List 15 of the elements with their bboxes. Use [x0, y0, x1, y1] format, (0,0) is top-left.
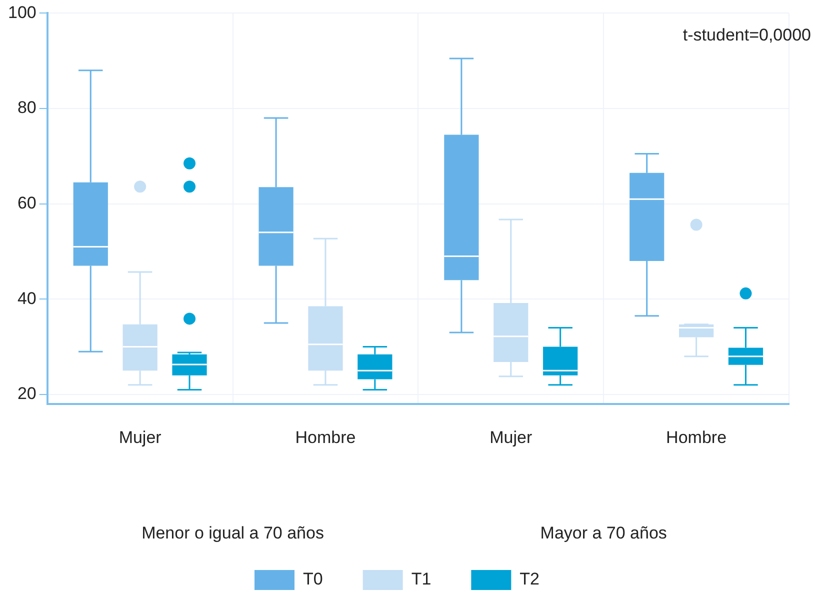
x-tick-label: Mujer: [490, 428, 532, 447]
y-tick-label: 20: [17, 384, 36, 404]
x-tick-label: Hombre: [666, 428, 727, 447]
x-tick-label: Hombre: [295, 428, 356, 447]
text: Mayor a 70 años: [540, 524, 667, 543]
text: Menor o igual a 70 años: [142, 524, 324, 543]
legend-label: T0: [302, 570, 323, 589]
y-tick-label: 60: [17, 194, 36, 213]
legend-label: T2: [520, 570, 540, 589]
y-tick-label: 40: [17, 288, 36, 308]
x-tick-label: Mujer: [118, 428, 162, 447]
legend-label: T1: [411, 570, 432, 589]
y-tick-label: 100: [8, 2, 36, 22]
annotation: t-student=0,0000: [682, 26, 811, 45]
y-tick-label: 80: [17, 98, 36, 118]
